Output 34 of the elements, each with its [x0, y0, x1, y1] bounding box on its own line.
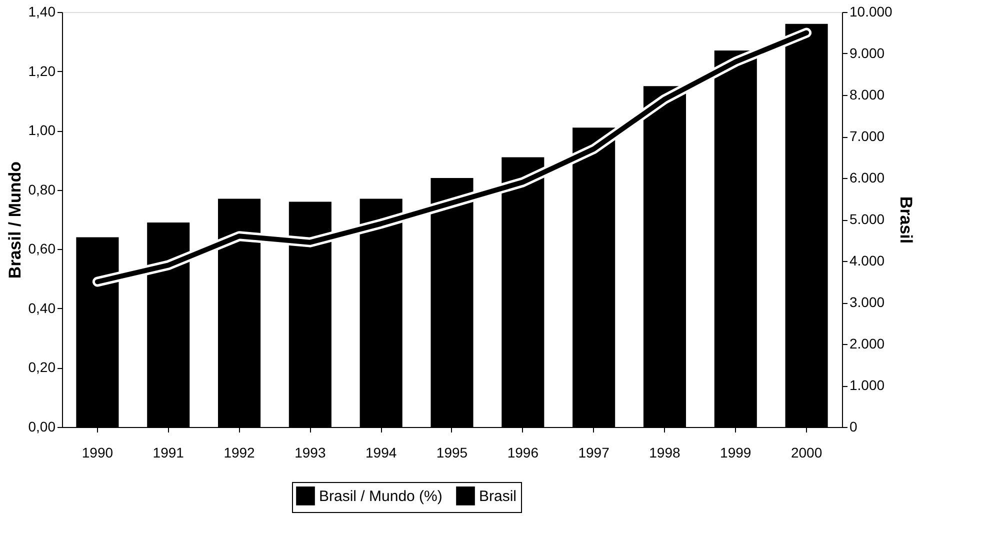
x-tick-label: 1992: [224, 444, 256, 460]
y2-tick-label: 3.000: [850, 294, 885, 310]
y-axis-title: Brasil / Mundo: [5, 161, 24, 279]
y-tick-label: 0,60: [28, 240, 56, 257]
y2-tick-label: 2.000: [850, 336, 885, 352]
y2-tick-label: 5.000: [850, 211, 885, 227]
y2-tick-label: 10.000: [850, 4, 893, 20]
y-tick-label: 0,20: [28, 359, 56, 376]
x-tick-label: 1993: [294, 444, 326, 460]
y2-tick-label: 7.000: [850, 128, 885, 144]
y-tick-label: 0,00: [28, 418, 56, 434]
y2-tick-label: 8.000: [850, 86, 885, 102]
x-tick-label: 1990: [82, 444, 114, 460]
x-tick-label: 1996: [507, 444, 539, 460]
y-tick-label: 0,80: [28, 181, 56, 198]
x-tick-label: 1991: [152, 444, 184, 460]
legend-label: Brasil: [479, 488, 517, 505]
y-tick-label: 1,40: [28, 4, 56, 20]
y-tick-label: 0,40: [28, 300, 56, 316]
y-tick-label: 1,00: [28, 122, 56, 138]
y2-tick-label: 6.000: [850, 170, 885, 186]
y-tick-label: 1,20: [28, 62, 56, 79]
y2-tick-label: 1.000: [850, 377, 885, 393]
x-tick-label: 1995: [436, 444, 468, 460]
x-tick-label: 1999: [720, 444, 752, 460]
x-tick-label: 1998: [649, 444, 681, 460]
y2-tick-label: 9.000: [850, 45, 885, 61]
y2-tick-label: 4.000: [850, 252, 885, 268]
y2-tick-label: 0: [850, 418, 858, 434]
x-tick-label: 1994: [366, 444, 397, 460]
x-tick-label: 2000: [790, 444, 822, 460]
y2-axis-title: Brasil: [896, 196, 916, 244]
legend-label: Brasil / Mundo (%): [319, 488, 442, 505]
x-tick-label: 1997: [578, 444, 610, 460]
